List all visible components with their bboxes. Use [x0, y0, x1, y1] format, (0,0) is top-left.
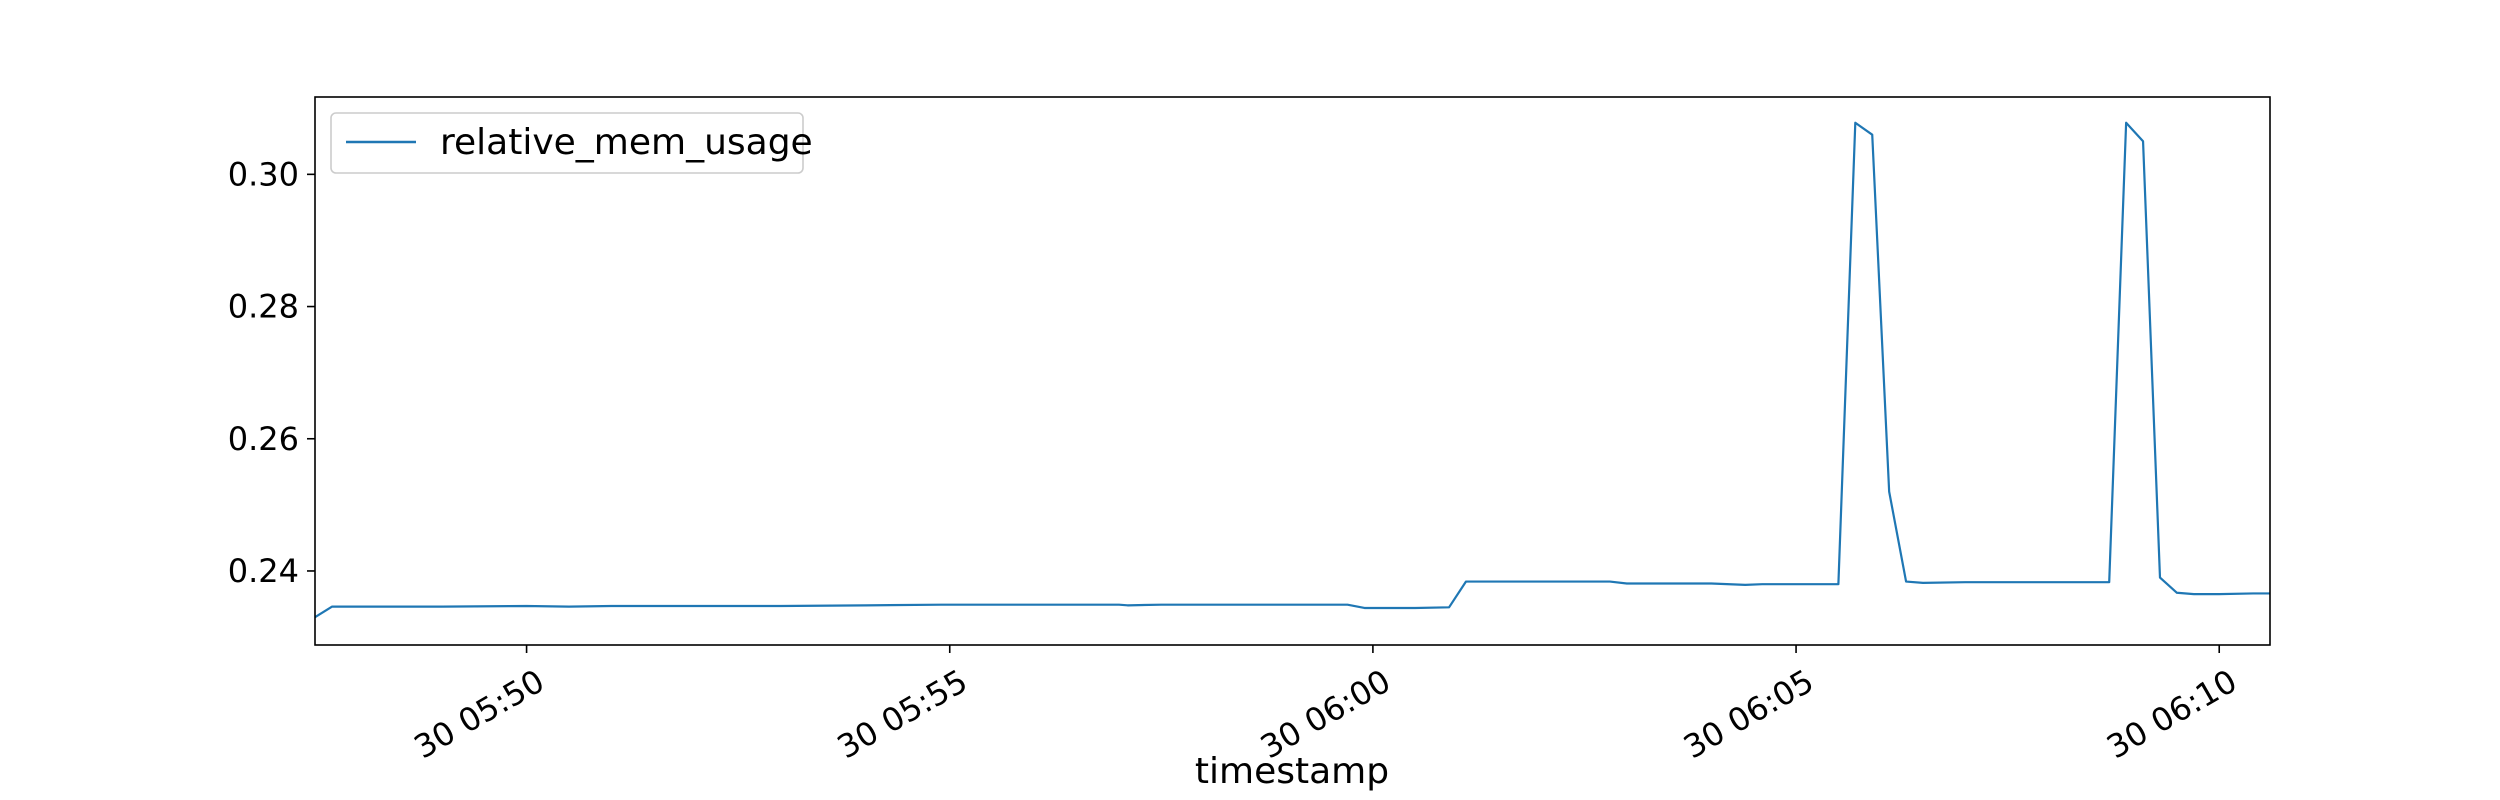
x-tick-label: 30 06:05: [1677, 662, 1820, 766]
legend-box: [330, 112, 804, 174]
y-tick-label: 0.28: [228, 288, 299, 326]
x-axis: 30 05:50 30 05:55 30 06:00 30 06:05 30 06:10: [408, 645, 2243, 766]
x-tick-label: 30 05:55: [831, 662, 974, 766]
y-tick-label: 0.24: [228, 552, 299, 590]
x-tick-label: 30 05:50: [408, 662, 551, 766]
series-line-relative_mem_usage: [314, 121, 2270, 619]
legend-label: relative_mem_usage: [440, 122, 813, 163]
legend: relative_mem_usage: [330, 112, 813, 174]
x-axis-label: timestamp: [1195, 751, 1389, 792]
y-axis: 0.24 0.26 0.28 0.30: [228, 155, 315, 590]
plot-area: [315, 97, 2270, 645]
y-tick-label: 0.30: [228, 155, 299, 193]
x-tick-label: 30 06:10: [2100, 662, 2243, 766]
series-layer: [314, 121, 2270, 619]
plot-frame: [314, 96, 2271, 646]
y-tick-label: 0.26: [228, 420, 299, 458]
